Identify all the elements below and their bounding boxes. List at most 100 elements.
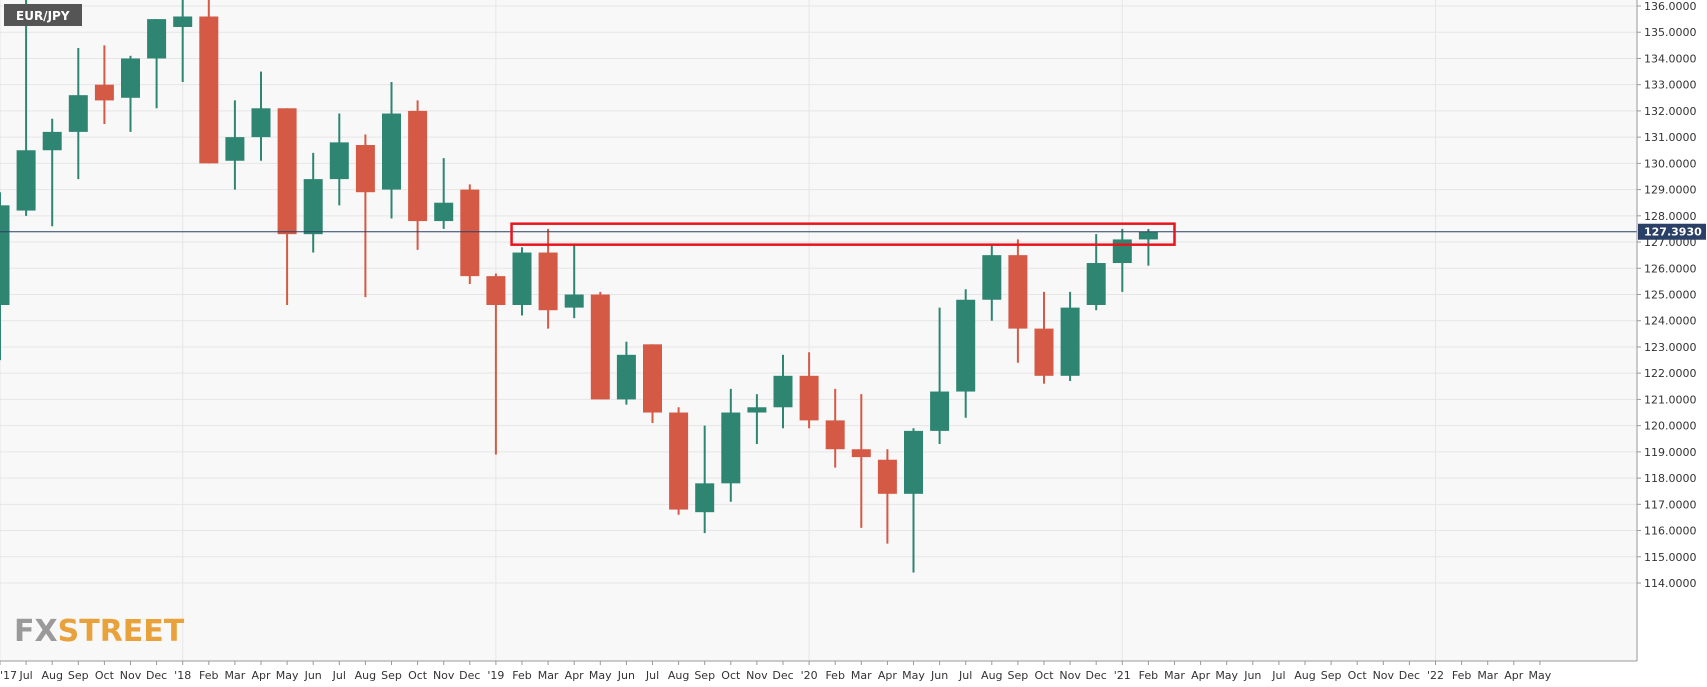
candle-body xyxy=(277,108,297,235)
x-tick-label: Feb xyxy=(199,669,218,682)
candle xyxy=(930,307,950,444)
current-price-badge-bg xyxy=(1638,223,1706,240)
candle xyxy=(1138,228,1158,266)
y-tick-label: 118.0000 xyxy=(1644,472,1697,485)
y-tick-label: 123.0000 xyxy=(1644,341,1697,354)
candle-body xyxy=(355,145,375,193)
candle xyxy=(408,100,428,250)
candle xyxy=(643,344,662,424)
x-tick-label: May xyxy=(276,669,299,682)
candle-body xyxy=(851,449,871,458)
candle xyxy=(94,45,114,125)
x-tick-label: Feb xyxy=(1139,669,1158,682)
candle-body xyxy=(486,276,506,305)
x-tick-label: May xyxy=(1215,669,1238,682)
y-tick-label: 135.0000 xyxy=(1644,26,1697,39)
logo-part-street: STREET xyxy=(58,614,185,649)
grid-lines xyxy=(0,0,1637,661)
candle-body xyxy=(303,179,323,235)
candle-body xyxy=(538,252,558,311)
y-tick-label: 114.0000 xyxy=(1644,577,1697,590)
candle-body xyxy=(225,137,245,161)
x-tick-label: Feb xyxy=(825,669,844,682)
logo-text: FXSTREET xyxy=(14,614,185,649)
candle-body xyxy=(773,375,793,408)
x-tick-label: Aug xyxy=(41,669,62,682)
x-tick-label: May xyxy=(1529,669,1552,682)
candle-body xyxy=(590,294,610,400)
candle-body xyxy=(329,142,349,180)
candle-body xyxy=(147,19,167,59)
candle xyxy=(825,388,845,468)
candle-body xyxy=(460,189,480,277)
candle-body xyxy=(1034,328,1054,376)
y-tick-label: 132.0000 xyxy=(1644,105,1697,118)
y-tick-label: 117.0000 xyxy=(1644,498,1697,511)
x-tick-label: Jul xyxy=(1271,669,1285,682)
candle xyxy=(225,100,245,190)
x-tick-label: Mar xyxy=(851,669,872,682)
x-tick-label: Sep xyxy=(1321,669,1342,682)
candle xyxy=(460,184,480,285)
candle xyxy=(68,47,88,180)
y-tick-label: 115.0000 xyxy=(1644,551,1697,564)
candle-body xyxy=(747,407,767,413)
candle-body xyxy=(16,150,36,211)
x-tick-label: Dec xyxy=(459,669,480,682)
x-tick-label: Sep xyxy=(694,669,715,682)
y-tick-label: 120.0000 xyxy=(1644,420,1697,433)
x-tick-label: Oct xyxy=(95,669,115,682)
candle xyxy=(773,354,793,429)
candle-body xyxy=(616,354,636,400)
candle-body xyxy=(121,58,140,98)
candle xyxy=(512,247,532,316)
x-tick-label: Nov xyxy=(1373,669,1395,682)
candle xyxy=(1060,291,1080,382)
plot-background xyxy=(0,0,1637,661)
x-tick-label: Sep xyxy=(1008,669,1029,682)
x-tick-label: Jun xyxy=(1243,669,1261,682)
x-tick-label: Oct xyxy=(721,669,741,682)
candle-body xyxy=(956,299,976,392)
x-tick-label: Dec xyxy=(1399,669,1420,682)
candle xyxy=(303,152,323,253)
x-tick-label: Jun xyxy=(304,669,322,682)
candle xyxy=(121,55,140,132)
candles xyxy=(0,0,1158,573)
candle-body xyxy=(0,205,10,305)
candle-body xyxy=(904,430,923,494)
candle-body xyxy=(173,16,193,27)
time-axis: '17 Jul Aug Sep Oct Nov Dec '18 Feb Mar Apr May Jun J… xyxy=(0,660,1637,682)
candle-body xyxy=(94,84,114,101)
x-tick-label: Jul xyxy=(645,669,659,682)
x-tick-label: '19 xyxy=(487,669,504,682)
candle-body xyxy=(251,108,271,138)
y-tick-label: 129.0000 xyxy=(1644,184,1697,197)
candle-body xyxy=(1008,255,1028,329)
x-tick-label: May xyxy=(589,669,612,682)
x-tick-label: Oct xyxy=(1034,669,1054,682)
candle-body xyxy=(408,110,428,222)
x-tick-label: Apr xyxy=(1504,669,1524,682)
x-tick-label: Nov xyxy=(433,669,455,682)
candle-body xyxy=(930,391,950,431)
resistance-zone-box xyxy=(510,222,1176,246)
candle xyxy=(355,134,375,298)
x-tick-label: Jul xyxy=(958,669,972,682)
candle xyxy=(382,82,401,219)
candle-body xyxy=(721,412,741,484)
x-tick-label: Apr xyxy=(1191,669,1211,682)
candle xyxy=(173,0,193,83)
x-tick-label: Jul xyxy=(18,669,32,682)
candle-body xyxy=(825,420,845,450)
candle-body xyxy=(564,294,584,308)
x-tick-label: Jul xyxy=(332,669,346,682)
candle xyxy=(251,71,271,161)
x-tick-label: Aug xyxy=(1294,669,1315,682)
candle-body xyxy=(1138,231,1158,240)
symbol-label: EUR/JPY xyxy=(16,9,70,23)
candle xyxy=(982,244,1002,321)
y-tick-label: 133.0000 xyxy=(1644,79,1697,92)
candle xyxy=(1008,239,1028,363)
x-tick-label: Mar xyxy=(1477,669,1498,682)
